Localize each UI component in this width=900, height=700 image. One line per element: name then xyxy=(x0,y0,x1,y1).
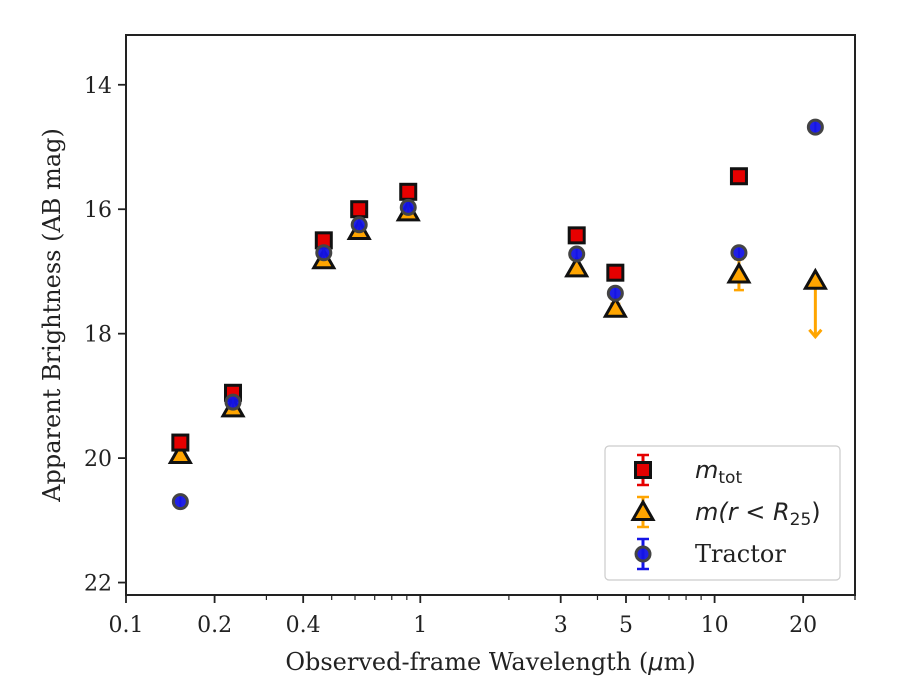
legend-marker-circle xyxy=(634,545,652,563)
data-point-square xyxy=(399,182,418,201)
x-tick-label: 10 xyxy=(701,613,729,638)
y-tick-label: 16 xyxy=(84,198,112,223)
x-tick-label: 0.2 xyxy=(197,613,232,638)
y-tick-label: 18 xyxy=(84,323,112,348)
legend-marker-square xyxy=(634,461,652,479)
x-axis-label-mu: μ xyxy=(647,648,663,676)
data-point-triangle xyxy=(167,441,193,464)
x-tick-label: 5 xyxy=(619,613,633,638)
axes: 0.1 0.2 0.4 1 3 5 10 20 14 16 18 20 22 Observed-frame… xyxy=(38,34,856,676)
legend-label-tail: ) xyxy=(811,498,820,526)
x-axis-label-unit: m) xyxy=(664,648,696,676)
legend-label: Tractor xyxy=(695,540,786,568)
legend-entry: Tractor xyxy=(634,537,786,571)
x-tick-label: 20 xyxy=(789,613,817,638)
data-point-triangle xyxy=(726,261,752,284)
legend-box xyxy=(604,445,841,581)
legend-label: m(r < R25) xyxy=(695,498,821,530)
data-point-square xyxy=(567,226,586,245)
data-point-square xyxy=(606,263,625,282)
legend-marker-triangle xyxy=(630,498,656,521)
x-tick-label: 1 xyxy=(413,613,427,638)
legend-label-sub: 25 xyxy=(790,510,812,530)
plot-frame xyxy=(125,34,856,596)
y-tick-label: 14 xyxy=(84,74,112,99)
legend-label-base: m(r < R xyxy=(695,498,790,526)
data-point-triangle xyxy=(602,295,628,318)
legend-entry: m(r < R25) xyxy=(630,495,821,530)
legend: mtot m(r < R25) Tractor xyxy=(604,445,841,581)
x-tick-label: 3 xyxy=(554,613,568,638)
y-tick-label: 22 xyxy=(84,572,112,597)
x-tick-label: 0.1 xyxy=(109,613,144,638)
upper-limit-arrow-head xyxy=(808,328,823,340)
x-tick-label: 0.4 xyxy=(286,613,321,638)
x-axis-label: Observed-frame Wavelength (μm) xyxy=(285,648,695,676)
data-point-square xyxy=(729,167,748,186)
legend-label: mtot xyxy=(695,456,742,488)
series-circle xyxy=(171,118,824,511)
data-point-triangle xyxy=(564,255,590,278)
legend-label-base: m xyxy=(695,456,718,484)
x-axis-label-main: Observed-frame Wavelength ( xyxy=(285,648,648,676)
data-point-square xyxy=(350,200,369,219)
y-axis-label: Apparent Brightness (AB mag) xyxy=(38,128,66,503)
y-tick-label: 20 xyxy=(84,447,112,472)
plot-area xyxy=(167,118,828,511)
data-point-triangle xyxy=(802,267,828,290)
legend-entry: mtot xyxy=(634,453,742,488)
data-point-square xyxy=(171,433,190,452)
legend-label-sub: tot xyxy=(718,468,742,488)
